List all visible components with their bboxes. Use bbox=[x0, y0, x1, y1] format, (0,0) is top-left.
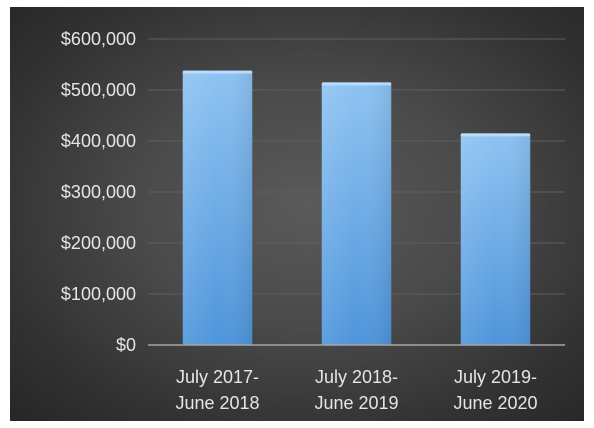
bar bbox=[182, 70, 253, 345]
y-tick-label: $200,000 bbox=[61, 233, 136, 253]
y-axis-tick-labels: $0 $100,000 $200,000 $300,000 $400,000 $500,0… bbox=[61, 29, 136, 355]
x-category-label: July 2018-June 2019 bbox=[314, 367, 398, 413]
bar bbox=[321, 82, 392, 345]
x-category-label: July 2017-June 2018 bbox=[175, 367, 259, 413]
y-tick-label: $0 bbox=[116, 335, 136, 355]
y-tick-label: $100,000 bbox=[61, 284, 136, 304]
y-tick-label: $300,000 bbox=[61, 182, 136, 202]
y-tick-label: $500,000 bbox=[61, 80, 136, 100]
chart-area: $0 $100,000 $200,000 $300,000 $400,000 $500,0… bbox=[10, 7, 584, 421]
bars bbox=[182, 70, 531, 345]
x-axis-category-labels: July 2017-June 2018 July 2018-June 2019 Ju… bbox=[175, 367, 537, 413]
y-tick-label: $400,000 bbox=[61, 131, 136, 151]
y-tick-label: $600,000 bbox=[61, 29, 136, 49]
bar bbox=[460, 133, 531, 345]
bar-chart: $0 $100,000 $200,000 $300,000 $400,000 $500,0… bbox=[61, 29, 565, 413]
x-category-label: July 2019-June 2020 bbox=[453, 367, 537, 413]
